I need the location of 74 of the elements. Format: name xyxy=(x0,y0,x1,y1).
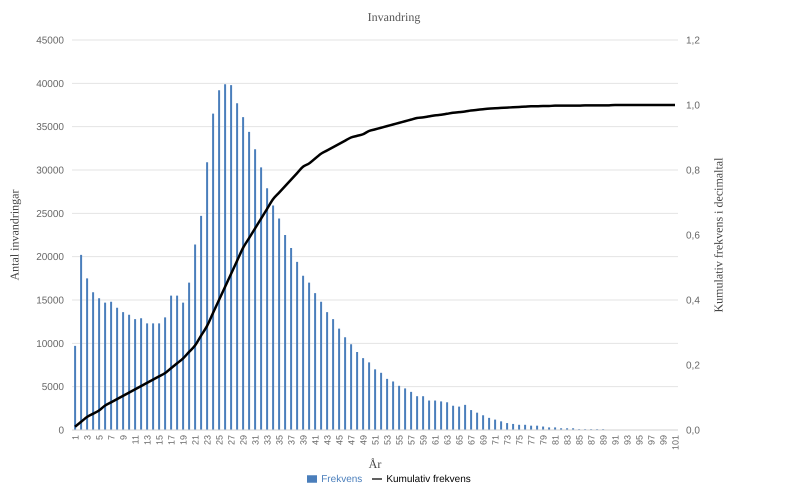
x-tick-label: 17 xyxy=(166,435,176,446)
y-tick-label: 40000 xyxy=(36,78,64,90)
x-tick-label: 9 xyxy=(118,435,128,440)
legend-label: Frekvens xyxy=(321,474,362,485)
x-tick-label: 49 xyxy=(358,435,368,446)
y-tick-label: 20000 xyxy=(36,252,64,264)
x-tick-label: 3 xyxy=(82,435,92,440)
x-axis-title: År xyxy=(368,457,382,471)
x-tick-label: 95 xyxy=(634,435,644,446)
x-tick-label: 43 xyxy=(322,435,332,446)
x-tick-label: 73 xyxy=(502,435,512,446)
x-tick-label: 23 xyxy=(202,435,212,446)
x-tick-label: 85 xyxy=(574,435,584,446)
x-tick-label: 89 xyxy=(598,435,608,446)
x-tick-label: 25 xyxy=(214,435,224,446)
x-tick-label: 59 xyxy=(418,435,428,446)
x-tick-label: 67 xyxy=(466,435,476,446)
x-tick-label: 39 xyxy=(298,435,308,446)
x-tick-label: 93 xyxy=(622,435,632,446)
y-tick-label: 10000 xyxy=(36,338,64,350)
y2-tick-label: 0,8 xyxy=(686,166,700,177)
x-tick-label: 53 xyxy=(382,435,392,446)
x-tick-label: 81 xyxy=(550,435,560,446)
x-tick-label: 41 xyxy=(310,435,320,446)
x-tick-label: 71 xyxy=(490,435,500,446)
x-tick-label: 5 xyxy=(94,435,104,440)
x-tick-label: 99 xyxy=(658,435,668,446)
y-tick-label: 45000 xyxy=(36,36,64,47)
y-tick-label: 30000 xyxy=(36,166,64,177)
x-tick-label: 45 xyxy=(334,435,344,446)
x-tick-label: 47 xyxy=(346,435,356,446)
y-tick-label: 15000 xyxy=(36,296,64,307)
y-axis-title: Antal invandringar xyxy=(7,190,22,280)
x-tick-label: 77 xyxy=(526,435,536,446)
x-tick-label: 61 xyxy=(430,435,440,446)
x-tick-label: 63 xyxy=(442,435,452,446)
x-tick-label: 91 xyxy=(610,435,620,446)
x-tick-label: 13 xyxy=(142,435,152,446)
x-tick-label: 97 xyxy=(646,435,656,446)
y2-tick-label: 0,4 xyxy=(686,296,700,307)
x-tick-label: 11 xyxy=(130,435,140,444)
chart-title: Invandring xyxy=(366,10,422,25)
x-tick-label: 35 xyxy=(274,435,284,446)
x-tick-label: 75 xyxy=(514,435,524,446)
y-tick-label: 25000 xyxy=(36,208,64,220)
x-tick-label: 7 xyxy=(106,435,116,440)
x-tick-label: 57 xyxy=(406,435,416,446)
x-tick-label: 69 xyxy=(478,435,488,446)
x-tick-label: 79 xyxy=(538,435,548,446)
x-tick-label: 21 xyxy=(190,435,200,446)
x-tick-label: 27 xyxy=(226,435,236,446)
y2-tick-label: 0,2 xyxy=(686,360,700,372)
x-tick-label: 29 xyxy=(238,435,248,446)
x-tick-label: 31 xyxy=(250,435,260,446)
x-tick-label: 65 xyxy=(454,435,464,446)
y-tick-label: 35000 xyxy=(36,122,64,134)
y2-tick-label: 1,0 xyxy=(686,100,700,112)
y2-tick-label: 0,0 xyxy=(686,426,700,437)
x-tick-label: 15 xyxy=(154,435,164,446)
y-tick-label: 0 xyxy=(58,426,64,437)
x-tick-label: 101 xyxy=(670,435,680,450)
x-tick-label: 37 xyxy=(286,435,296,446)
x-tick-label: 1 xyxy=(70,435,80,440)
y2-axis-title: Kumulativ frekvens i decimaltal xyxy=(711,156,726,312)
y2-tick-label: 1,2 xyxy=(686,36,700,47)
x-tick-label: 51 xyxy=(370,435,380,446)
x-tick-label: 33 xyxy=(262,435,272,446)
y-tick-label: 5000 xyxy=(42,382,64,394)
legend-label: Kumulativ frekvens xyxy=(386,474,471,485)
y2-tick-label: 0,6 xyxy=(686,230,700,242)
x-tick-label: 87 xyxy=(586,435,596,446)
x-tick-label: 19 xyxy=(178,435,188,446)
x-tick-label: 55 xyxy=(394,435,404,446)
x-tick-label: 83 xyxy=(562,435,572,446)
